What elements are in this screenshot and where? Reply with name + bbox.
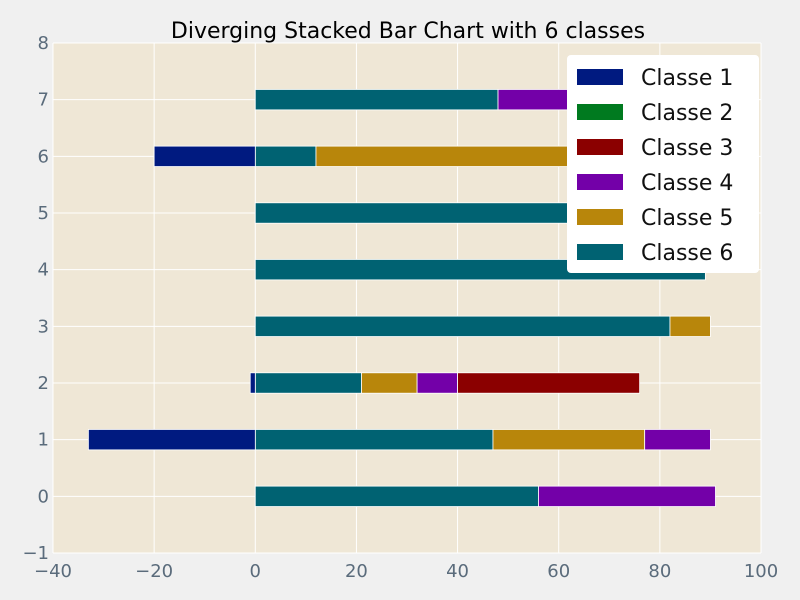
y-tick-label: 1	[38, 430, 49, 451]
bar-segment-classe-6	[254, 89, 499, 111]
x-tick-label: 100	[744, 561, 778, 582]
x-tick-label: 20	[345, 561, 368, 582]
y-tick-label: 7	[38, 90, 49, 111]
x-tick-label: 60	[547, 561, 570, 582]
bar-segment-classe-4	[644, 429, 711, 451]
legend-swatch	[577, 174, 623, 190]
legend-entry: Classe 2	[641, 101, 733, 126]
legend-entry: Classe 4	[641, 171, 733, 196]
legend-swatch	[577, 69, 623, 85]
bar-segment-classe-6	[254, 315, 671, 337]
legend-entry: Classe 1	[641, 66, 733, 91]
y-tick-label: 3	[38, 316, 49, 337]
bar-segment-classe-6	[254, 202, 570, 224]
x-axis-ticks: −40 −20 0 20 40 60 80 100	[34, 561, 778, 582]
bar-segment-classe-5	[315, 145, 570, 167]
y-tick-label: 6	[38, 146, 49, 167]
bar-segment-classe-6	[254, 429, 494, 451]
bar-group	[88, 89, 716, 507]
y-tick-label: 8	[38, 33, 49, 54]
bar-segment-classe-4	[416, 372, 458, 394]
y-tick-label: −1	[22, 543, 49, 564]
bar-segment-classe-5	[492, 429, 646, 451]
y-axis-ticks: −1 0 1 2 3 4 5 6 7 8	[22, 33, 49, 564]
bar-segment-classe-1	[88, 429, 256, 451]
chart-title: Diverging Stacked Bar Chart with 6 class…	[171, 19, 645, 44]
y-tick-label: 0	[38, 486, 49, 507]
y-tick-label: 4	[38, 260, 49, 281]
bar-segment-classe-1	[153, 145, 256, 167]
legend-entry: Classe 3	[641, 136, 733, 161]
legend-entry: Classe 5	[641, 206, 733, 231]
x-tick-label: 0	[250, 561, 261, 582]
bar-segment-classe-6	[254, 145, 317, 167]
bar-segment-classe-1	[249, 372, 256, 394]
legend-swatch	[577, 244, 623, 260]
legend-swatch	[577, 209, 623, 225]
y-tick-label: 5	[38, 203, 49, 224]
x-tick-label: −40	[34, 561, 72, 582]
legend-swatch	[577, 104, 623, 120]
bar-segment-classe-4	[497, 89, 570, 111]
bar-segment-classe-5	[361, 372, 418, 394]
bar-segment-classe-6	[254, 485, 539, 507]
x-tick-label: 80	[648, 561, 671, 582]
x-tick-label: 40	[446, 561, 469, 582]
x-tick-label: −20	[135, 561, 173, 582]
legend-entry: Classe 6	[641, 241, 733, 266]
legend: Classe 1 Classe 2 Classe 3 Classe 4 Classe 5…	[567, 55, 759, 273]
legend-swatch	[577, 139, 623, 155]
bar-segment-classe-3	[457, 372, 641, 394]
y-tick-label: 2	[38, 373, 49, 394]
bar-segment-classe-4	[538, 485, 716, 507]
bar-segment-classe-6	[254, 372, 362, 394]
bar-segment-classe-5	[669, 315, 711, 337]
